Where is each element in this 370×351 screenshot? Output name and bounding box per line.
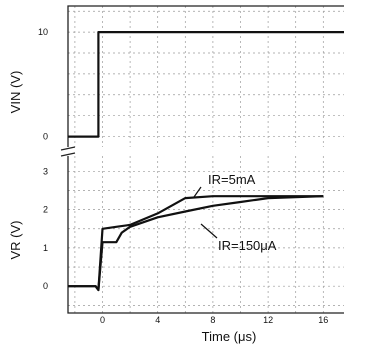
- annotation-5ma: IR=5mA: [208, 172, 256, 187]
- series-line-ir-150-a: [68, 195, 324, 292]
- annotation-pointer-150ua: [200, 223, 218, 239]
- series-line-vin: [68, 31, 344, 138]
- annotation-150ua: IR=150μA: [218, 238, 277, 253]
- axis-break-mark: [60, 146, 76, 157]
- x-tick-label: 12: [263, 315, 273, 325]
- top-frame: [67, 5, 344, 147]
- y-tick-label: 3: [43, 166, 48, 176]
- vr-axis-label: VR (V): [8, 221, 23, 260]
- y-tick-label: 0: [43, 281, 48, 291]
- x-tick-label: 16: [318, 315, 328, 325]
- x-tick-label: 4: [155, 315, 160, 325]
- grid: [68, 6, 344, 313]
- x-tick-label: 0: [100, 315, 105, 325]
- x-tick-label: 8: [210, 315, 215, 325]
- annotation-pointer-5ma: [193, 186, 202, 198]
- y-tick-label: 2: [43, 205, 48, 215]
- y-tick-label: 0: [43, 132, 48, 142]
- bottom-frame: [67, 156, 344, 314]
- y-tick-label: 10: [38, 27, 48, 37]
- series-layer: [68, 31, 344, 292]
- y-tick-label: 1: [43, 243, 48, 253]
- vin-axis-label: VIN (V): [8, 71, 23, 114]
- time-axis-label: Time (μs): [202, 329, 257, 344]
